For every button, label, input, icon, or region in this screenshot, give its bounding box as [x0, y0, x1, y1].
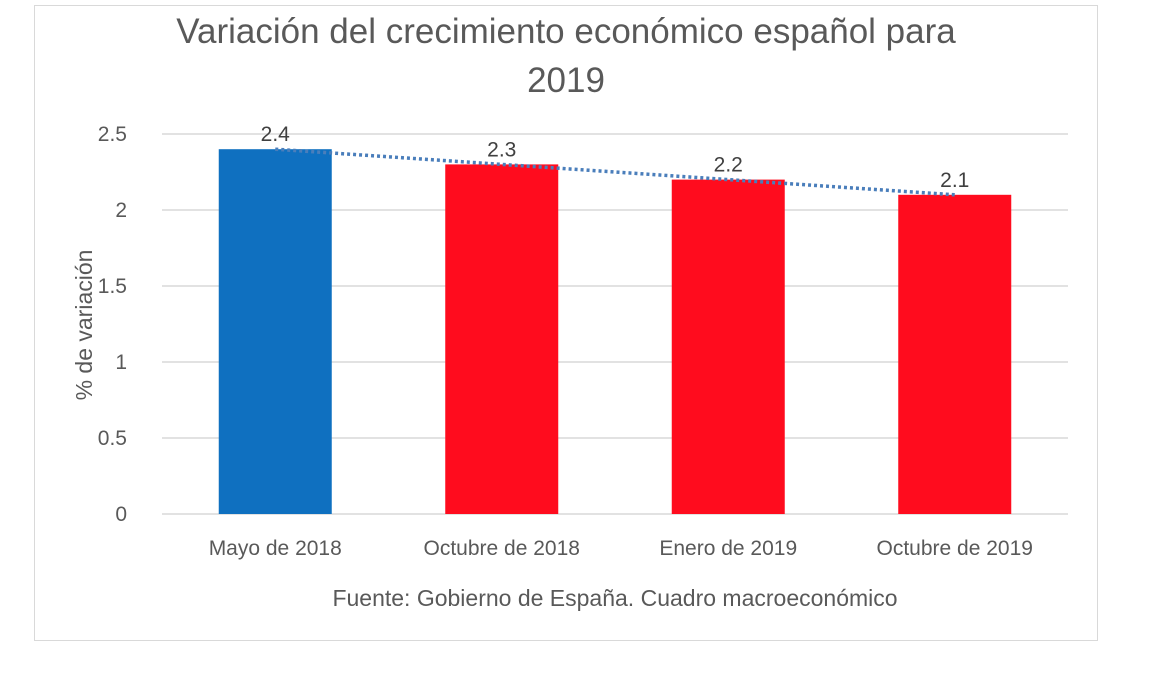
x-tick-label: Mayo de 2018: [209, 537, 342, 560]
y-tick-label: 1: [115, 351, 127, 374]
trendline-path: [275, 147, 955, 197]
data-label: 2.1: [940, 169, 969, 192]
x-tick-label: Octubre de 2019: [877, 537, 1033, 560]
chart-title-line-1: Variación del crecimiento económico espa…: [176, 12, 956, 51]
x-axis-tick-labels: Mayo de 2018 Octubre de 2018 Enero de 2019…: [209, 537, 1033, 560]
data-labels: 2.4 2.3 2.2 2.1: [261, 123, 970, 192]
y-tick-label: 0: [115, 503, 127, 526]
y-tick-label: 2.5: [98, 123, 127, 146]
y-axis-title: % de variación: [71, 250, 97, 401]
bars: [218, 149, 1012, 515]
bar: [218, 149, 332, 514]
chart-title-line-2: 2019: [527, 61, 605, 100]
x-tick-label: Octubre de 2018: [424, 537, 580, 560]
x-axis-title: Fuente: Gobierno de España. Cuadro macro…: [332, 585, 897, 611]
data-label: 2.3: [487, 138, 516, 161]
bar: [671, 179, 785, 514]
bar: [898, 194, 1012, 515]
y-axis-tick-labels: 0 0.5 1 1.5 2 2.5: [98, 123, 127, 526]
x-tick-label: Enero de 2019: [659, 537, 797, 560]
trendline: [275, 147, 955, 197]
data-label: 2.2: [714, 154, 743, 177]
data-label: 2.4: [261, 123, 291, 146]
y-tick-label: 2: [115, 199, 127, 222]
y-tick-label: 0.5: [98, 427, 127, 450]
y-tick-label: 1.5: [98, 275, 127, 298]
bar: [445, 164, 559, 514]
